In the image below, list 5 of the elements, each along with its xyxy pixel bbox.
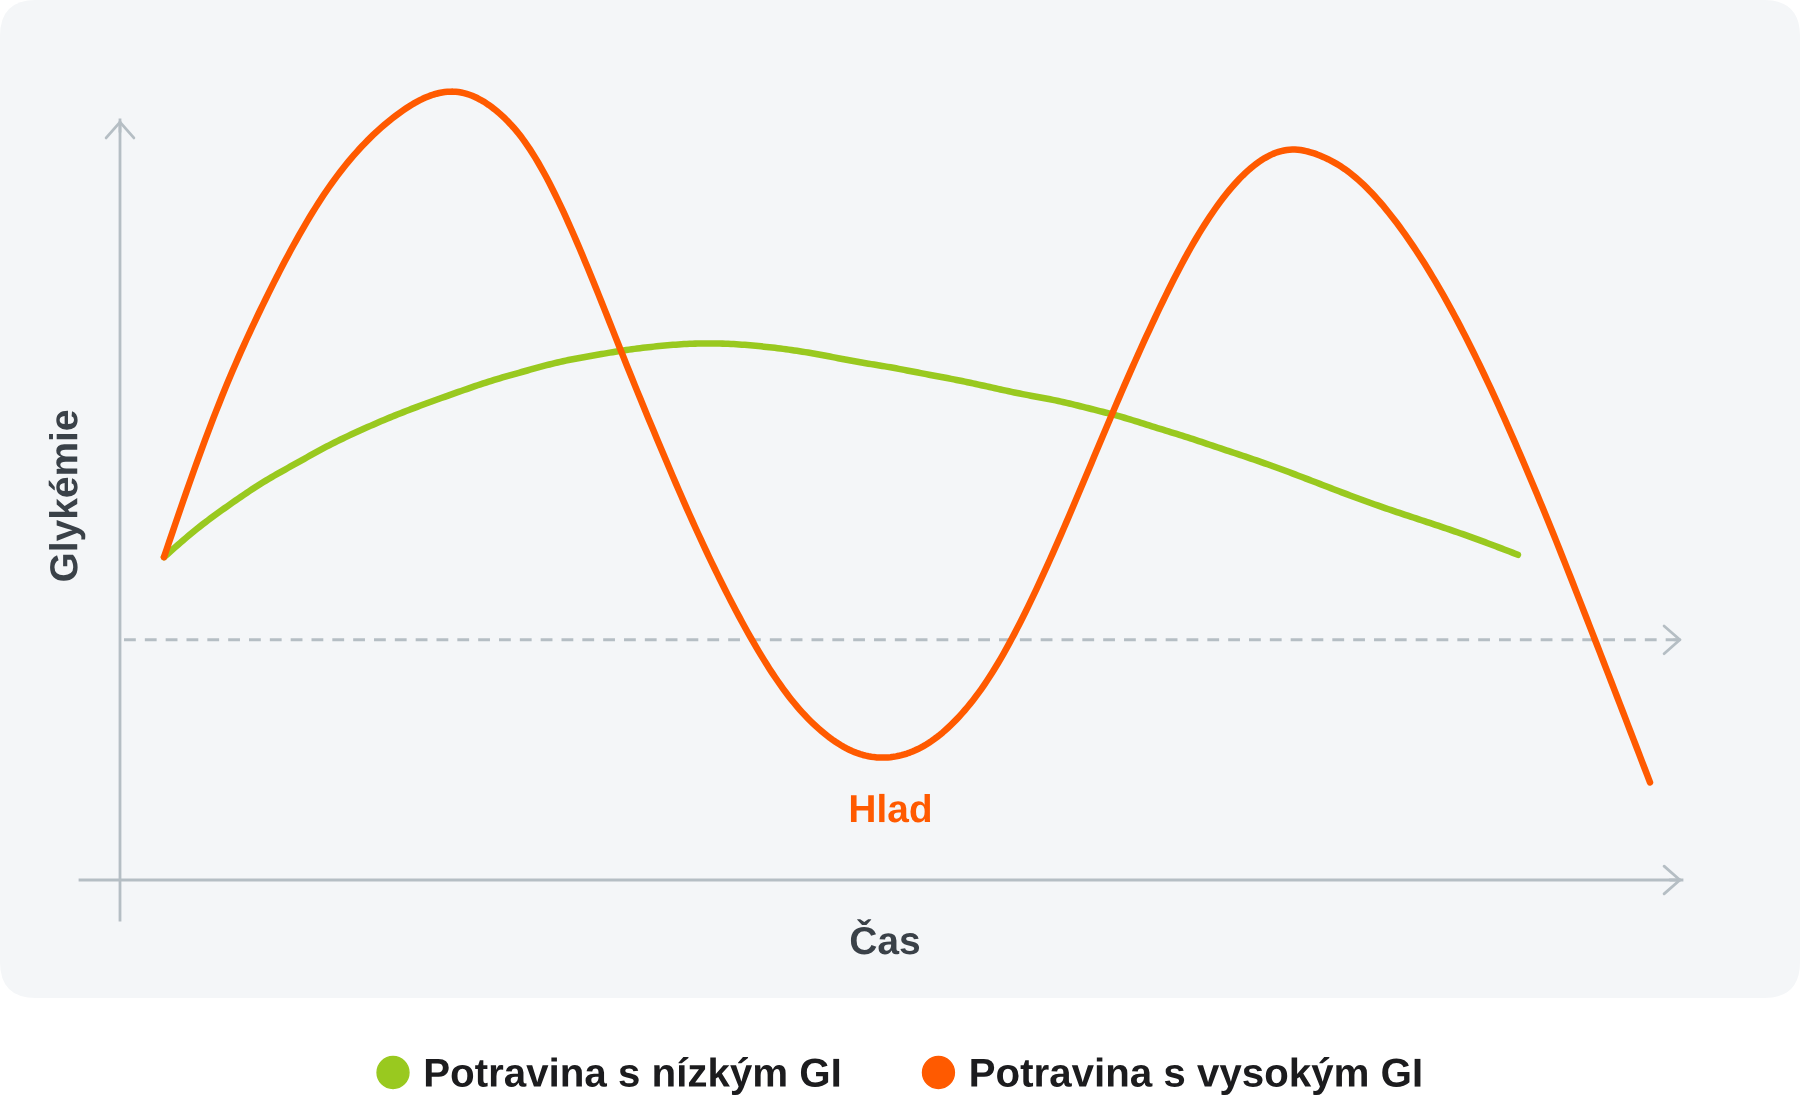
annotation: Hlad [850, 793, 931, 823]
x-axis-title: Čas [850, 919, 920, 955]
y-axis-title: Glykémie [48, 410, 86, 581]
legend-label: Potravina s vysokým GI [971, 1057, 1421, 1095]
legend-label: Potravina s nízkým GI [425, 1057, 840, 1095]
